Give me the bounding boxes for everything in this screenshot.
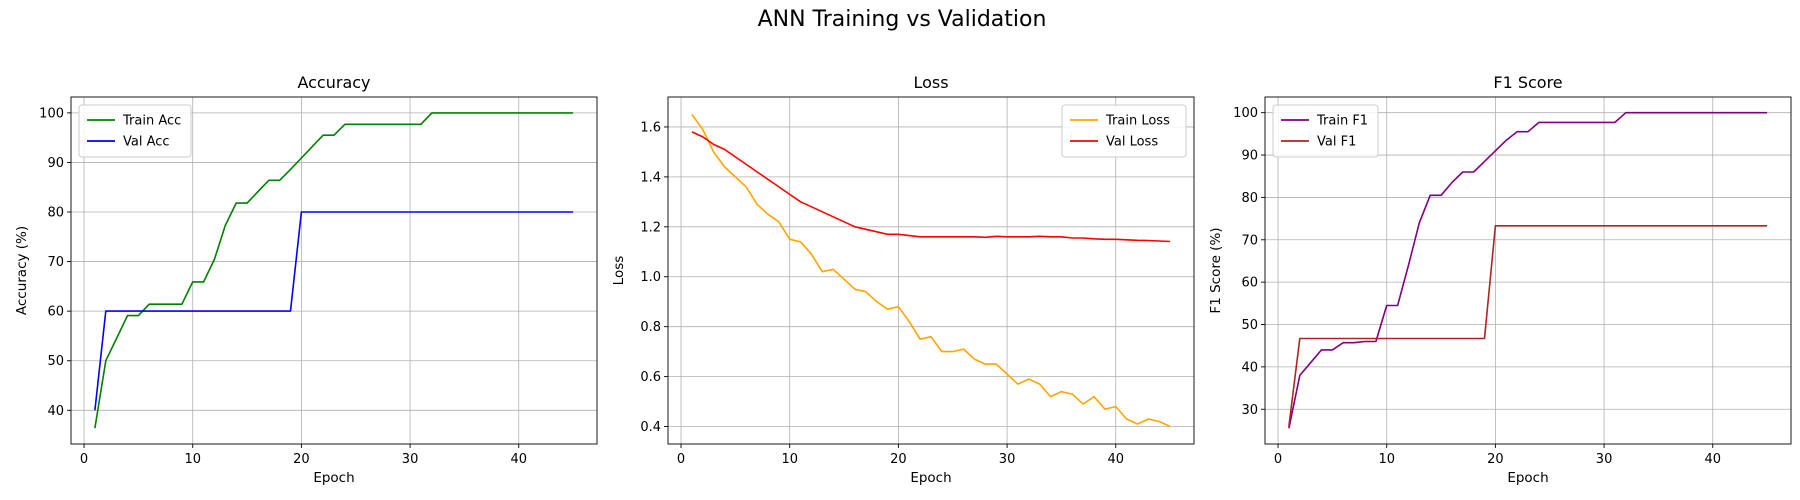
- y-tick-label: 90: [1241, 149, 1258, 164]
- x-tick-label: 0: [80, 452, 88, 467]
- series-line-train-loss: [691, 114, 1171, 428]
- y-tick-label: 90: [47, 156, 64, 171]
- legend-box: [1272, 104, 1379, 158]
- y-tick-label: 1.2: [640, 220, 661, 235]
- x-tick-label: 40: [510, 452, 527, 467]
- x-tick-label: 10: [781, 452, 798, 467]
- x-tick-label: 10: [1378, 452, 1395, 467]
- x-tick-label: 40: [1107, 452, 1124, 467]
- y-tick-label: 1.6: [640, 120, 661, 135]
- y-tick-label: 70: [1241, 233, 1258, 248]
- y-tick-label: 60: [47, 305, 64, 320]
- chart-title: Loss: [913, 73, 948, 92]
- legend-label: Val F1: [1317, 135, 1356, 150]
- y-axis-label: F1 Score (%): [1208, 227, 1224, 313]
- axes-frame: [667, 96, 1195, 445]
- legend-label: Val Loss: [1106, 135, 1158, 150]
- y-tick-label: 100: [39, 106, 64, 121]
- y-tick-label: 0.6: [640, 370, 661, 385]
- legend-box: [1061, 104, 1187, 158]
- y-tick-label: 80: [47, 206, 64, 221]
- legend-label: Train F1: [1316, 114, 1368, 129]
- chart-panel-3: 0 10 20 30 40 30 40 50 60 70 80 90 100 F1 Score Epoch F…: [1208, 73, 1792, 486]
- series-line-train-f1: [1288, 111, 1768, 429]
- chart-panel-1: 0 10 20 30 40 40 50 60 70 80 90 100 Accuracy Epoch Acc…: [14, 73, 598, 486]
- y-tick-label: 60: [1241, 276, 1258, 291]
- y-tick-label: 70: [47, 255, 64, 270]
- y-axis-label: Loss: [611, 256, 627, 286]
- chart-panel-2: 0 10 20 30 40 0.4 0.6 0.8 1.0 1.2 1.4 1.6 Loss Epoch L…: [611, 73, 1195, 486]
- axes-frame: [1264, 96, 1792, 445]
- y-tick-label: 50: [47, 354, 64, 369]
- y-tick-label: 0.8: [640, 320, 661, 335]
- y-tick-label: 30: [1241, 403, 1258, 418]
- legend: Train F1 Val F1: [1272, 104, 1379, 158]
- y-tick-label: 50: [1241, 318, 1258, 333]
- y-tick-label: 40: [47, 404, 64, 419]
- x-tick-label: 20: [293, 452, 310, 467]
- x-tick-label: 0: [677, 452, 685, 467]
- chart-title: F1 Score: [1493, 73, 1562, 92]
- series-line-val-acc: [94, 211, 574, 411]
- x-tick-label: 0: [1274, 452, 1282, 467]
- x-tick-label: 20: [1487, 452, 1504, 467]
- legend-label: Train Acc: [122, 114, 181, 129]
- y-tick-label: 1.4: [640, 170, 661, 185]
- y-tick-label: 80: [1241, 191, 1258, 206]
- x-axis-label: Epoch: [1507, 470, 1548, 486]
- axes-frame: [70, 96, 598, 445]
- x-tick-label: 30: [999, 452, 1016, 467]
- y-axis-label: Accuracy (%): [14, 226, 30, 315]
- legend-label: Val Acc: [123, 135, 170, 150]
- figure-suptitle: ANN Training vs Validation: [758, 7, 1047, 32]
- x-tick-label: 30: [402, 452, 419, 467]
- series-line-val-loss: [691, 131, 1171, 243]
- series-line-train-acc: [94, 112, 574, 429]
- y-tick-label: 100: [1233, 106, 1258, 121]
- y-tick-label: 40: [1241, 360, 1258, 375]
- x-tick-label: 40: [1704, 452, 1721, 467]
- x-tick-label: 20: [890, 452, 907, 467]
- legend-box: [78, 104, 192, 158]
- y-tick-label: 1.0: [640, 270, 661, 285]
- y-tick-label: 0.4: [640, 420, 661, 435]
- legend: Train Acc Val Acc: [78, 104, 192, 158]
- x-axis-label: Epoch: [910, 470, 951, 486]
- series-line-val-f1: [1288, 225, 1768, 427]
- x-tick-label: 10: [184, 452, 201, 467]
- legend-label: Train Loss: [1105, 114, 1170, 129]
- x-tick-label: 30: [1596, 452, 1613, 467]
- x-axis-label: Epoch: [313, 470, 354, 486]
- chart-title: Accuracy: [297, 73, 370, 92]
- legend: Train Loss Val Loss: [1061, 104, 1187, 158]
